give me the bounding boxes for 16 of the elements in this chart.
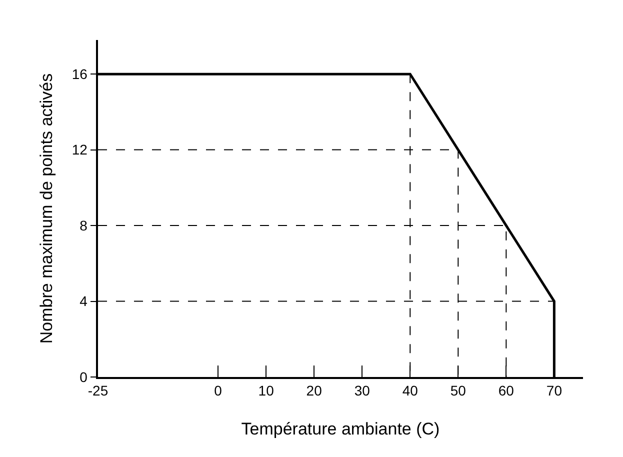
y-axis-title: Nombre maximum de points activés: [36, 73, 56, 344]
y-tick-label: 12: [72, 142, 88, 158]
y-tick-label: 16: [72, 66, 88, 82]
x-tick-label: 10: [258, 382, 274, 399]
x-tick-label: 0: [214, 382, 222, 399]
x-tick-label: 70: [546, 382, 562, 399]
x-tick-label: 60: [498, 382, 514, 399]
x-tick-label: 30: [354, 382, 370, 399]
x-tick-label: -25: [88, 382, 108, 399]
x-tick-label: 50: [450, 382, 466, 399]
y-tick-label: 4: [80, 293, 88, 310]
y-tick-label: 8: [80, 217, 88, 234]
y-tick-label: 0: [80, 368, 88, 385]
x-tick-label: 40: [402, 382, 418, 399]
x-axis-title: Température ambiante (C): [241, 419, 440, 438]
x-tick-label: 20: [306, 382, 322, 399]
